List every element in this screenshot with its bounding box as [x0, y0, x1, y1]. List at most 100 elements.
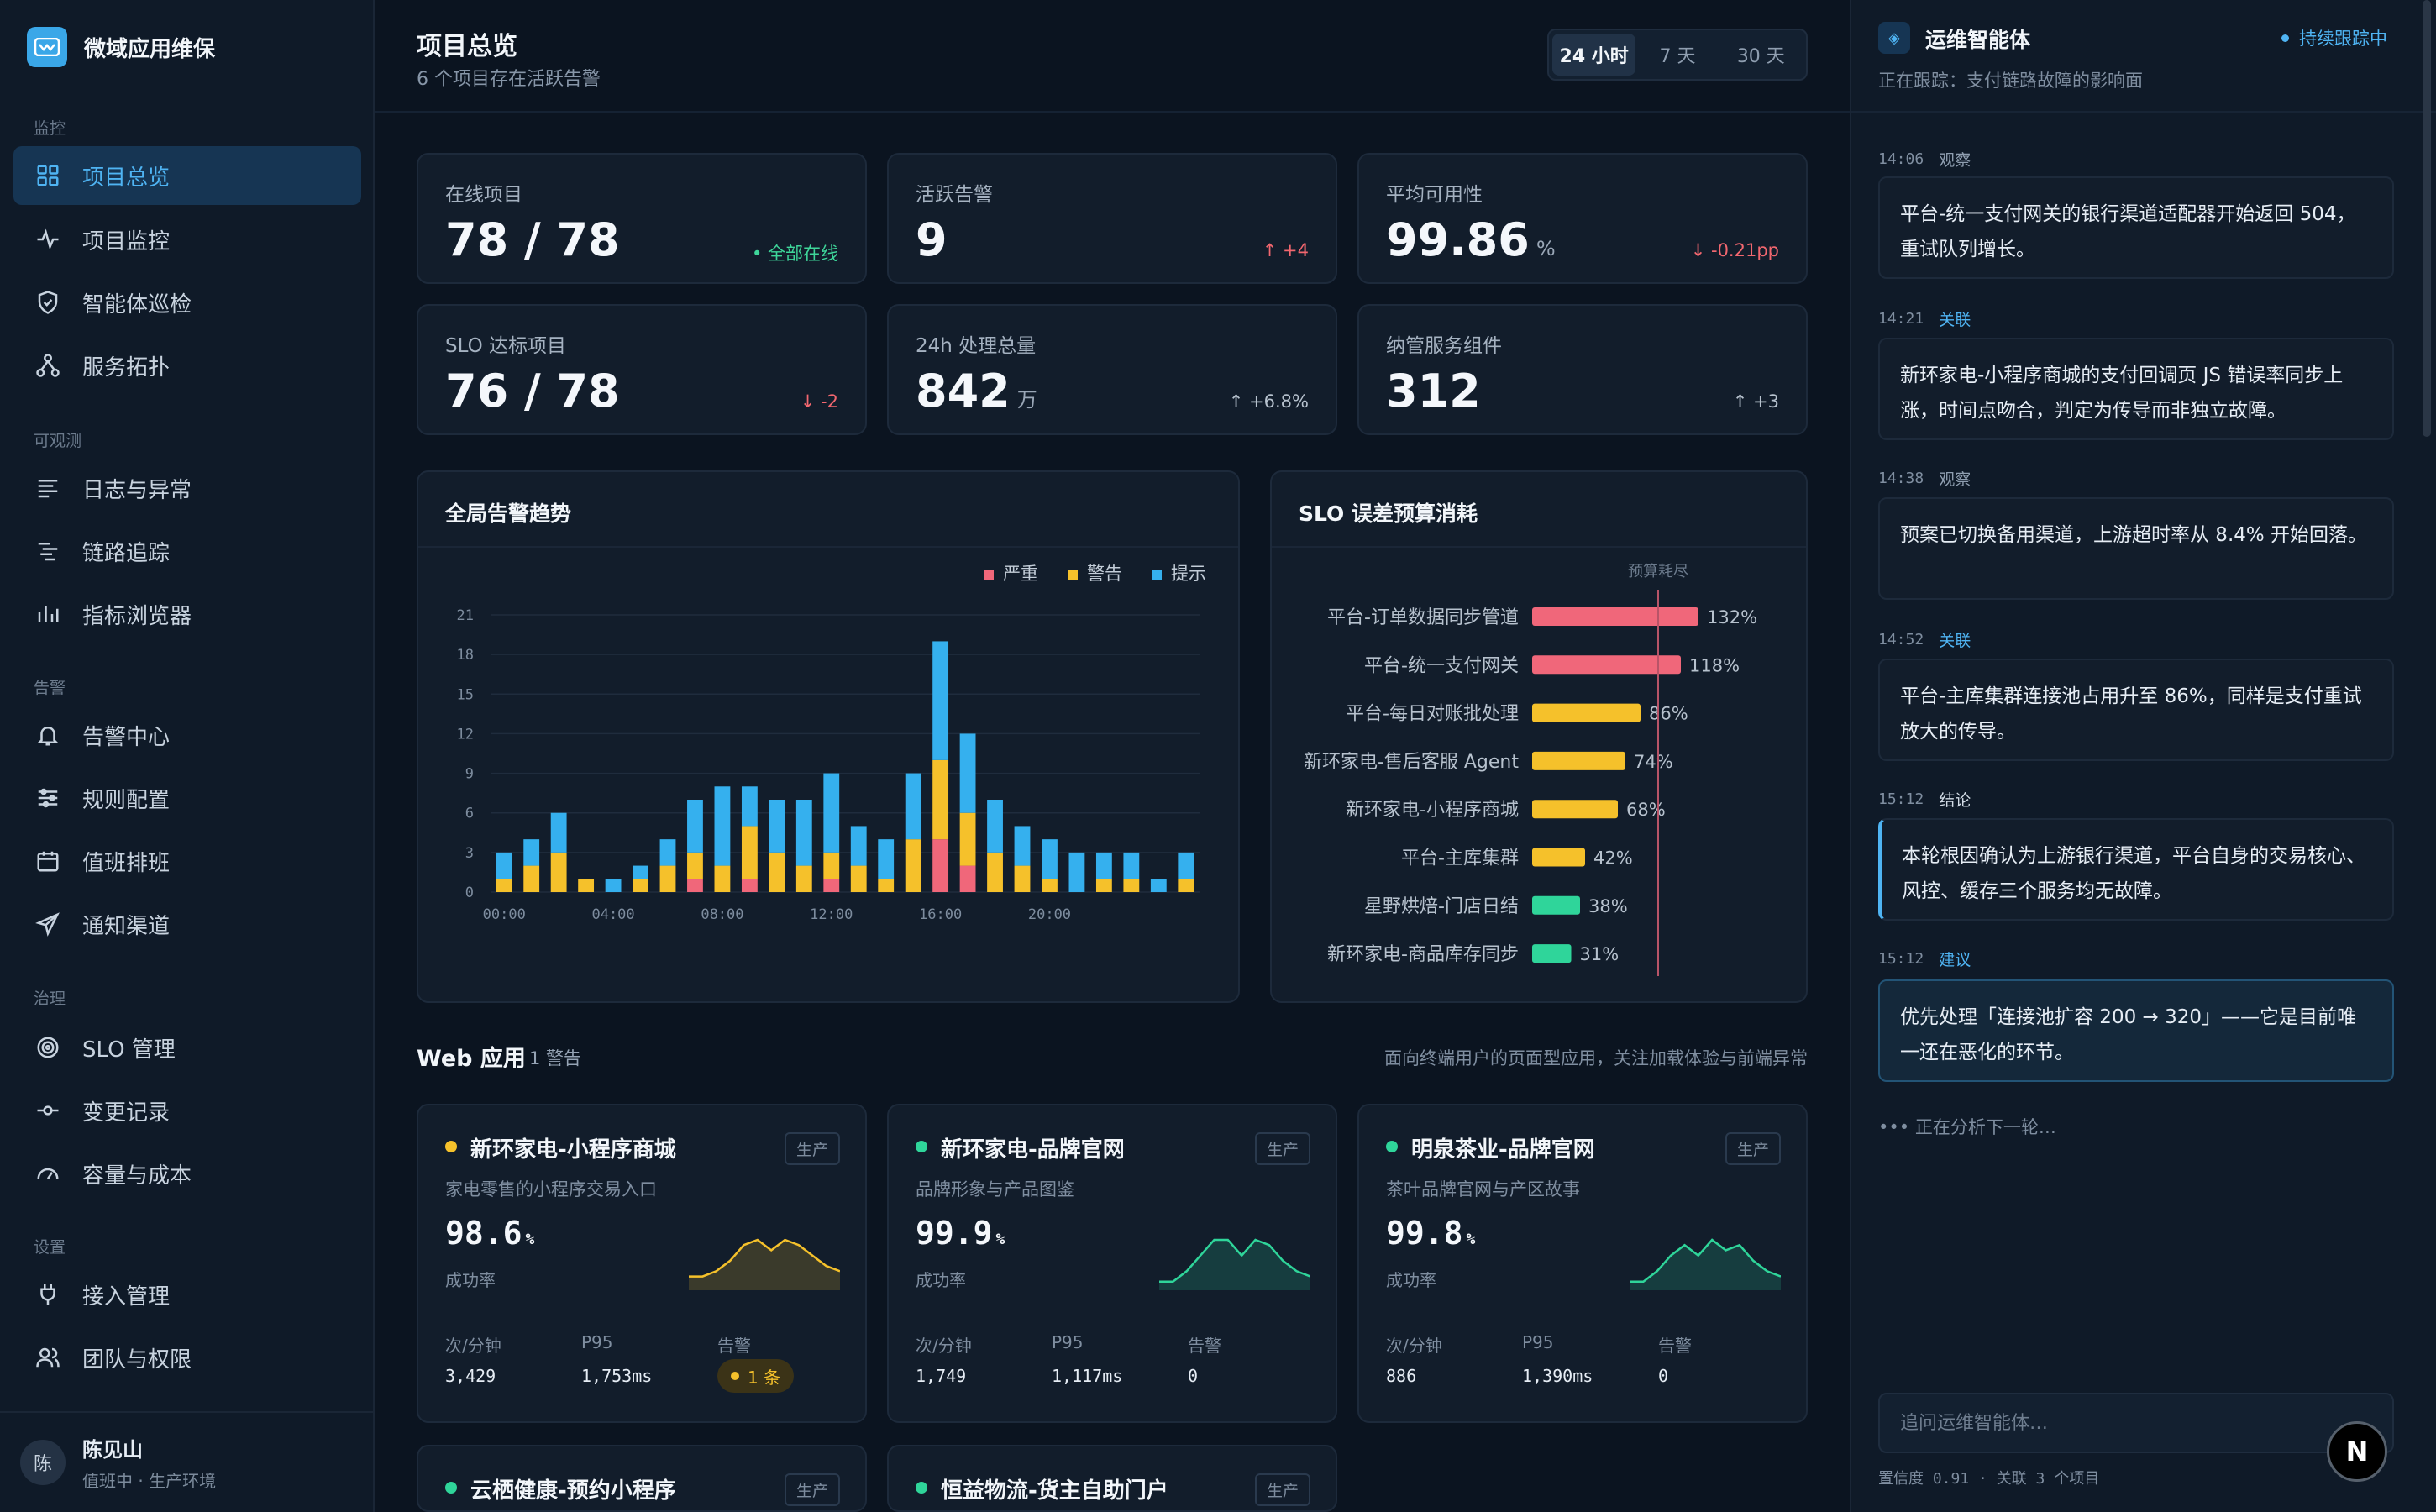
trend-bar-segment[interactable]: [550, 812, 567, 853]
app-card[interactable]: 明泉茶业-品牌官网 生产 茶叶品牌官网与产区故事 99.8% 成功率 次/分钟 …: [1357, 1104, 1808, 1423]
nav-item-team[interactable]: 团队与权限: [13, 1328, 361, 1387]
trend-bar-segment[interactable]: [932, 839, 949, 892]
timeline-card[interactable]: 预案已切换备用渠道，上游超时率从 8.4% 开始回落。: [1878, 497, 2394, 600]
trend-bar-segment[interactable]: [823, 852, 840, 879]
nav-item-changes[interactable]: 变更记录: [13, 1081, 361, 1140]
trend-bar-segment[interactable]: [1123, 879, 1140, 892]
trend-bar-segment[interactable]: [687, 800, 703, 853]
brand[interactable]: 微域应用维保: [27, 27, 215, 67]
app-card[interactable]: 新环家电-小程序商城 生产 家电零售的小程序交易入口 98.6% 成功率 次/分…: [417, 1104, 867, 1423]
trend-bar-segment[interactable]: [1095, 879, 1112, 892]
trend-bar-segment[interactable]: [823, 773, 840, 853]
trend-bar-segment[interactable]: [496, 879, 512, 892]
trend-bar-segment[interactable]: [741, 786, 758, 827]
trend-bar-segment[interactable]: [1042, 879, 1058, 892]
trend-bar-segment[interactable]: [769, 800, 785, 853]
trend-bar-segment[interactable]: [1123, 852, 1140, 879]
trend-bar-segment[interactable]: [714, 865, 731, 892]
trend-bar-segment[interactable]: [741, 879, 758, 892]
slo-bar[interactable]: [1532, 895, 1580, 915]
trend-bar-segment[interactable]: [932, 759, 949, 840]
agent-query-input[interactable]: [1878, 1393, 2394, 1453]
range-option-30d[interactable]: 30 天: [1736, 46, 1785, 67]
range-option-7d[interactable]: 7 天: [1659, 46, 1696, 67]
slo-bar[interactable]: [1532, 800, 1618, 819]
stat-card-availability[interactable]: 平均可用性 99.86% ↓ -0.21pp: [1357, 153, 1808, 284]
nav-item-capacity[interactable]: 容量与成本: [13, 1144, 361, 1203]
trend-bar-segment[interactable]: [659, 839, 676, 866]
trend-bar-segment[interactable]: [987, 852, 1003, 892]
legend-label[interactable]: 严重: [1003, 564, 1038, 584]
trend-bar-segment[interactable]: [850, 826, 867, 866]
trend-bar-segment[interactable]: [714, 786, 731, 866]
trend-bar-segment[interactable]: [959, 733, 976, 813]
agent-tracking-status[interactable]: 持续跟踪中: [2281, 25, 2387, 50]
legend-label[interactable]: 警告: [1087, 564, 1122, 584]
stat-card-slo-projects[interactable]: SLO 达标项目 76 / 78 ↓ -2: [417, 304, 867, 435]
trend-bar-segment[interactable]: [959, 865, 976, 892]
app-card[interactable]: 恒益物流-货主自助门户 生产: [887, 1445, 1337, 1512]
trend-bar-segment[interactable]: [795, 865, 812, 892]
trend-bar-segment[interactable]: [1178, 879, 1194, 892]
trend-bar-segment[interactable]: [578, 879, 595, 892]
trend-bar-segment[interactable]: [605, 879, 622, 892]
trend-bar-segment[interactable]: [878, 879, 895, 892]
trend-bar-segment[interactable]: [1068, 852, 1085, 892]
nav-item-metrics[interactable]: 指标浏览器: [13, 585, 361, 643]
trend-bar-segment[interactable]: [633, 865, 648, 879]
trend-bar-segment[interactable]: [523, 865, 540, 892]
nav-item-channels[interactable]: 通知渠道: [13, 895, 361, 953]
legend-label[interactable]: 提示: [1171, 564, 1206, 584]
trend-bar-segment[interactable]: [550, 852, 567, 892]
slo-bar[interactable]: [1532, 944, 1572, 963]
range-option-24h[interactable]: 24 小时: [1552, 34, 1636, 76]
nav-item-trace[interactable]: 链路追踪: [13, 522, 361, 580]
slo-bar[interactable]: [1532, 848, 1585, 867]
nav-item-monitor[interactable]: 项目监控: [13, 210, 361, 269]
trend-bar-segment[interactable]: [987, 800, 1003, 853]
nav-item-overview[interactable]: 项目总览: [13, 146, 361, 205]
trend-bar-segment[interactable]: [932, 641, 949, 760]
trend-bar-segment[interactable]: [741, 826, 758, 879]
trend-bar-segment[interactable]: [905, 773, 921, 840]
timeline-card[interactable]: 优先处理「连接池扩容 200 → 320」——它是目前唯一还在恶化的环节。: [1878, 979, 2394, 1082]
trend-bar-segment[interactable]: [659, 865, 676, 892]
trend-bar-segment[interactable]: [687, 852, 703, 879]
alert-count-badge[interactable]: 1 条: [717, 1359, 795, 1393]
trend-bar-segment[interactable]: [1095, 852, 1112, 879]
slo-bar[interactable]: [1532, 607, 1698, 626]
nav-item-agent-inspect[interactable]: 智能体巡检: [13, 273, 361, 332]
nav-item-integrations[interactable]: 接入管理: [13, 1265, 361, 1324]
trend-bar-segment[interactable]: [959, 812, 976, 866]
stat-card-throughput[interactable]: 24h 处理总量 842 万 ↑ +6.8%: [887, 304, 1337, 435]
stat-card-active-alerts[interactable]: 活跃告警 9 ↑ +4: [887, 153, 1337, 284]
nav-item-oncall[interactable]: 值班排班: [13, 832, 361, 890]
slo-bar[interactable]: [1532, 655, 1681, 675]
app-card[interactable]: 云栖健康-预约小程序 生产: [417, 1445, 867, 1512]
timeline-card[interactable]: 平台-统一支付网关的银行渠道适配器开始返回 504，重试队列增长。: [1878, 176, 2394, 279]
nav-item-alert-center[interactable]: 告警中心: [13, 706, 361, 764]
stat-card-components[interactable]: 纳管服务组件 312 ↑ +3: [1357, 304, 1808, 435]
slo-bar[interactable]: [1532, 751, 1625, 770]
trend-bar-segment[interactable]: [1014, 865, 1031, 892]
trend-bar-segment[interactable]: [850, 865, 867, 892]
trend-bar-segment[interactable]: [769, 852, 785, 892]
trend-bar-segment[interactable]: [1150, 879, 1167, 892]
timeline-card[interactable]: 本轮根因确认为上游银行渠道，平台自身的交易核心、风控、缓存三个服务均无故障。: [1878, 818, 2394, 921]
timeline-card[interactable]: 平台-主库集群连接池占用升至 86%，同样是支付重试放大的传导。: [1878, 659, 2394, 761]
trend-bar-segment[interactable]: [1042, 839, 1058, 879]
trend-bar-segment[interactable]: [633, 879, 648, 892]
floating-n-button[interactable]: N: [2327, 1421, 2387, 1482]
trend-bar-segment[interactable]: [1178, 852, 1194, 879]
trend-bar-segment[interactable]: [1014, 826, 1031, 866]
trend-bar-segment[interactable]: [496, 852, 512, 879]
nav-item-logs[interactable]: 日志与异常: [13, 459, 361, 517]
trend-bar-segment[interactable]: [687, 879, 703, 892]
trend-bar-segment[interactable]: [795, 800, 812, 866]
trend-bar-segment[interactable]: [878, 839, 895, 879]
scrollbar[interactable]: [2423, 0, 2431, 437]
timeline-card[interactable]: 新环家电-小程序商城的支付回调页 JS 错误率同步上涨，时间点吻合，判定为传导而…: [1878, 338, 2394, 440]
stat-card-online-projects[interactable]: 在线项目 78 / 78 • 全部在线: [417, 153, 867, 284]
nav-item-rules[interactable]: 规则配置: [13, 769, 361, 827]
app-card[interactable]: 新环家电-品牌官网 生产 品牌形象与产品图鉴 99.9% 成功率 次/分钟 P9…: [887, 1104, 1337, 1423]
